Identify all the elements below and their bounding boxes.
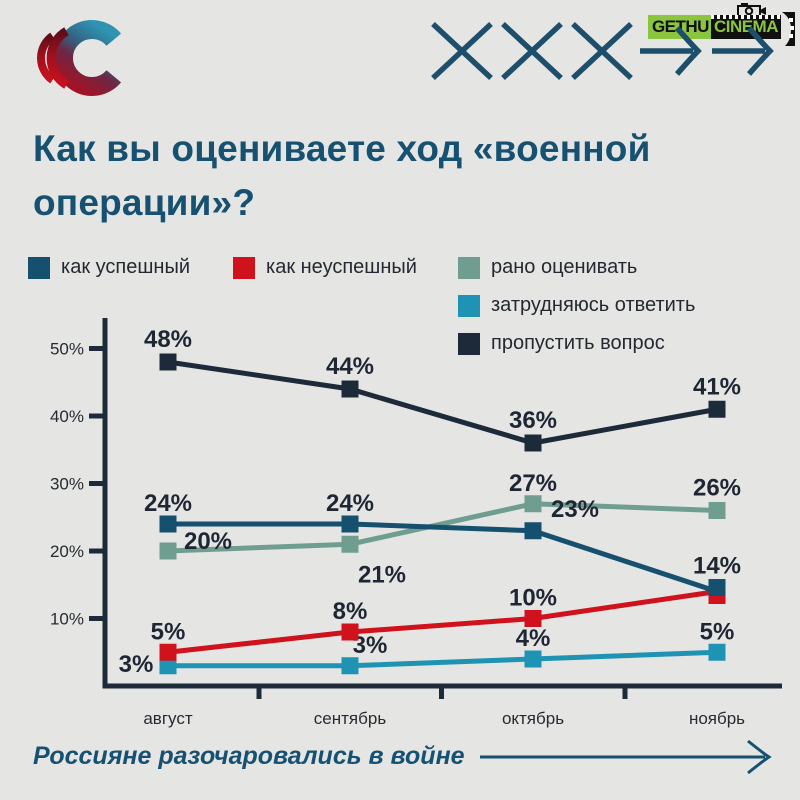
data-point-marker	[708, 502, 726, 519]
data-point-label: 5%	[700, 618, 735, 645]
legend-label: как успешный	[61, 256, 190, 278]
data-point-label: 26%	[693, 475, 741, 502]
data-point-marker	[524, 522, 542, 540]
y-tick-label: 30%	[50, 475, 84, 494]
data-point-label: 48%	[144, 326, 192, 353]
data-point-marker	[159, 515, 177, 533]
series-4: 48% 44% 36% 41%	[144, 326, 741, 452]
data-point-label: 24%	[326, 490, 374, 517]
series-1: 5% 8% 10%	[151, 585, 726, 661]
data-point-label: 20%	[184, 528, 232, 555]
data-point-marker	[524, 434, 542, 452]
series-line	[168, 521, 718, 594]
y-tick-label: 50%	[50, 340, 84, 359]
data-point-label: 41%	[693, 373, 741, 400]
xxx-arrows-decoration	[425, 20, 780, 87]
legend-swatch-icon	[458, 256, 480, 279]
data-point-marker	[341, 380, 359, 398]
legend-swatch-icon	[458, 332, 480, 355]
legend-swatch-icon	[28, 256, 50, 279]
series-0: 24% 24% 23% 14%	[144, 490, 741, 596]
axes: 10% 20% 30% 40% 50% август сентябрь октябрь нояб…	[50, 318, 782, 728]
data-point-label: 10%	[509, 585, 557, 612]
data-point-marker	[708, 643, 726, 661]
survey-line-chart: 10% 20% 30% 40% 50% август сентябрь октябрь нояб…	[50, 318, 782, 728]
data-point-label: 14%	[693, 553, 741, 580]
legend-label: затрудняюсь ответить	[491, 294, 696, 316]
data-point-label: 21%	[358, 561, 406, 588]
legend-label: пропустить вопрос	[491, 332, 665, 354]
x-category-label: август	[143, 709, 192, 728]
data-point-marker	[159, 542, 177, 560]
page-title: Как вы оцениваете ход «военной операции»…	[33, 128, 651, 223]
legend-swatch-icon	[458, 294, 480, 317]
legend-swatch-icon	[233, 256, 255, 279]
data-point-marker	[708, 400, 726, 418]
data-point-marker	[341, 515, 359, 533]
data-point-marker	[159, 657, 177, 675]
data-point-label: 4%	[516, 625, 551, 652]
tagline-text: Россияне разочаровались в войне	[33, 742, 465, 770]
data-point-label: 8%	[333, 598, 368, 625]
data-point-marker	[341, 657, 359, 675]
data-point-marker	[524, 650, 542, 668]
legend-item-2: рано оценивать	[458, 256, 637, 279]
data-point-label: 44%	[326, 353, 374, 380]
data-point-label: 23%	[551, 496, 599, 523]
right-arrow-icon	[480, 739, 772, 775]
data-point-label: 5%	[151, 618, 186, 645]
data-point-marker	[708, 579, 726, 596]
data-point-label: 36%	[509, 407, 557, 434]
legend-label: как неуспешный	[266, 256, 417, 278]
data-point-label: 27%	[509, 470, 557, 497]
legend-item-4: пропустить вопрос	[458, 332, 665, 355]
legend-item-3: затрудняюсь ответить	[458, 294, 695, 317]
y-tick-label: 10%	[50, 610, 84, 629]
data-point-marker	[341, 623, 359, 641]
series-3: 3%3% 4% 5%	[119, 618, 735, 678]
series-line	[167, 589, 718, 655]
data-point-marker	[159, 643, 177, 661]
legend-item-0: как успешный	[28, 256, 190, 279]
data-point-label: 3%	[119, 651, 154, 678]
y-tick-label: 20%	[50, 542, 84, 561]
x-category-label: ноябрь	[689, 709, 745, 728]
brand-logo	[22, 12, 137, 112]
tagline: Россияне разочаровались в войне	[33, 742, 465, 771]
y-tick-label: 40%	[50, 407, 84, 426]
data-point-marker	[524, 495, 542, 513]
data-point-marker	[159, 353, 177, 371]
series-line	[167, 359, 718, 446]
film-strip-icon	[782, 12, 795, 46]
xxx-arrows-icon	[431, 21, 774, 81]
series-line	[168, 649, 718, 669]
film-perforation	[710, 15, 781, 19]
series-2: 20% 21% 27% 26%	[159, 470, 741, 588]
x-category-label: октябрь	[502, 709, 564, 728]
series-line	[167, 501, 718, 554]
data-point-label: 24%	[144, 490, 192, 517]
watermark-cinema: CINEMA	[710, 15, 781, 39]
brand-logo-icon	[37, 20, 122, 96]
x-category-label: сентябрь	[314, 709, 387, 728]
legend-label: рано оценивать	[491, 256, 638, 278]
data-point-marker	[341, 535, 359, 553]
data-point-marker	[524, 610, 542, 627]
legend-item-1: как неуспешный	[233, 256, 417, 279]
